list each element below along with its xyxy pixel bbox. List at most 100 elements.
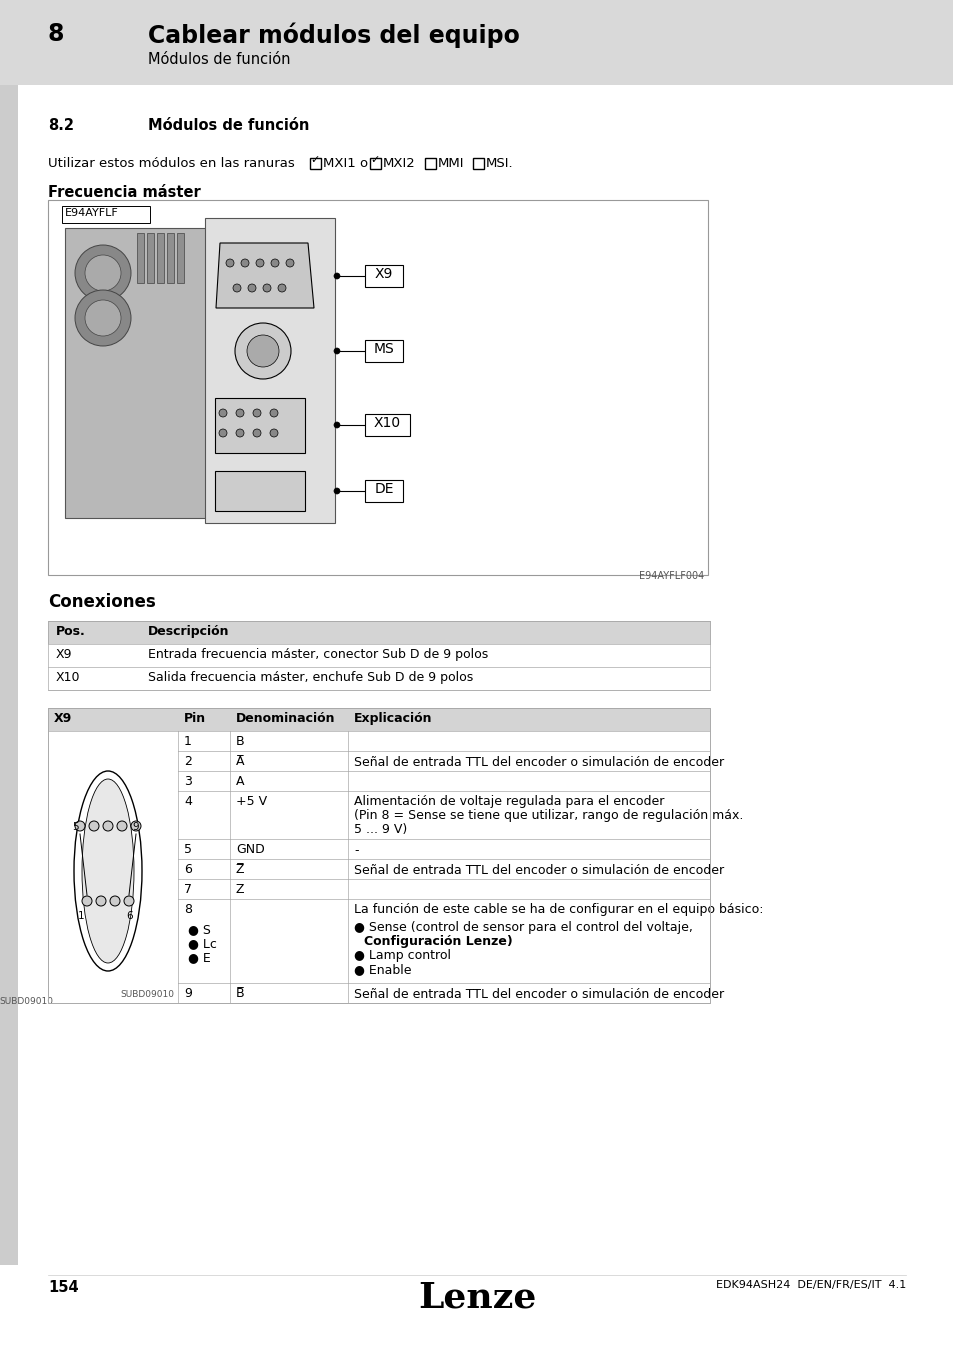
Text: 5: 5	[184, 842, 192, 856]
Text: +5 V: +5 V	[235, 795, 267, 809]
FancyBboxPatch shape	[370, 158, 380, 169]
Text: Salida frecuencia máster, enchufe Sub D de 9 polos: Salida frecuencia máster, enchufe Sub D …	[148, 671, 473, 684]
Text: (Pin 8 = Sense se tiene que utilizar, rango de regulación máx.: (Pin 8 = Sense se tiene que utilizar, ra…	[354, 809, 742, 822]
Text: DE: DE	[374, 482, 394, 495]
FancyBboxPatch shape	[48, 644, 709, 667]
FancyBboxPatch shape	[48, 200, 707, 575]
Circle shape	[334, 487, 339, 494]
Text: Señal de entrada TTL del encoder o simulación de encoder: Señal de entrada TTL del encoder o simul…	[354, 864, 723, 878]
Circle shape	[253, 429, 261, 437]
Text: Módulos de función: Módulos de función	[148, 53, 291, 68]
Circle shape	[235, 409, 244, 417]
Text: 3: 3	[184, 775, 192, 788]
FancyBboxPatch shape	[62, 207, 150, 223]
Text: Denominación: Denominación	[235, 711, 335, 725]
FancyBboxPatch shape	[214, 398, 305, 454]
Text: Módulos de función: Módulos de función	[148, 117, 309, 134]
Circle shape	[286, 259, 294, 267]
Text: Conexiones: Conexiones	[48, 593, 155, 612]
FancyBboxPatch shape	[365, 414, 410, 436]
Text: SUBD09010: SUBD09010	[120, 990, 173, 999]
Circle shape	[233, 284, 241, 292]
Circle shape	[85, 255, 121, 292]
Circle shape	[89, 821, 99, 832]
Text: B̅: B̅	[235, 987, 244, 1000]
Polygon shape	[215, 243, 314, 308]
Text: MS: MS	[374, 342, 394, 356]
Text: -: -	[354, 844, 358, 857]
Circle shape	[219, 429, 227, 437]
Text: 1: 1	[78, 911, 85, 921]
FancyBboxPatch shape	[48, 667, 709, 690]
FancyBboxPatch shape	[48, 859, 709, 879]
FancyBboxPatch shape	[214, 471, 305, 512]
FancyBboxPatch shape	[473, 158, 483, 169]
Text: 4: 4	[184, 795, 192, 809]
FancyBboxPatch shape	[48, 791, 709, 838]
FancyBboxPatch shape	[48, 879, 709, 899]
Text: MXI1 o: MXI1 o	[323, 157, 368, 170]
Text: Lenze: Lenze	[417, 1280, 536, 1314]
FancyBboxPatch shape	[310, 158, 320, 169]
Circle shape	[82, 896, 91, 906]
FancyBboxPatch shape	[48, 707, 709, 730]
Text: MSI.: MSI.	[485, 157, 513, 170]
Ellipse shape	[74, 771, 142, 971]
Text: X9: X9	[54, 711, 72, 725]
Circle shape	[248, 284, 255, 292]
FancyBboxPatch shape	[167, 234, 173, 284]
Text: Señal de entrada TTL del encoder o simulación de encoder: Señal de entrada TTL del encoder o simul…	[354, 756, 723, 770]
Text: Señal de entrada TTL del encoder o simulación de encoder: Señal de entrada TTL del encoder o simul…	[354, 988, 723, 1000]
FancyBboxPatch shape	[48, 730, 178, 1003]
Text: A̅: A̅	[235, 755, 244, 768]
Text: 154: 154	[48, 1280, 78, 1295]
FancyBboxPatch shape	[424, 158, 436, 169]
Text: ● Lamp control: ● Lamp control	[354, 949, 451, 963]
Text: 2: 2	[184, 755, 192, 768]
Text: 5 ... 9 V): 5 ... 9 V)	[354, 824, 407, 836]
FancyBboxPatch shape	[0, 85, 18, 1265]
Circle shape	[75, 821, 85, 832]
Text: Entrada frecuencia máster, conector Sub D de 9 polos: Entrada frecuencia máster, conector Sub …	[148, 648, 488, 662]
FancyBboxPatch shape	[65, 228, 210, 518]
Text: X10: X10	[56, 671, 80, 684]
FancyBboxPatch shape	[48, 621, 709, 644]
FancyBboxPatch shape	[48, 899, 709, 983]
Text: Descripción: Descripción	[148, 625, 230, 639]
Text: A: A	[235, 775, 244, 788]
Circle shape	[334, 273, 339, 279]
Text: 8: 8	[48, 22, 65, 46]
FancyBboxPatch shape	[177, 234, 184, 284]
FancyBboxPatch shape	[48, 730, 709, 751]
Text: X9: X9	[375, 267, 393, 281]
Circle shape	[270, 409, 277, 417]
Circle shape	[103, 821, 112, 832]
FancyBboxPatch shape	[205, 217, 335, 522]
Text: Explicación: Explicación	[354, 711, 432, 725]
Text: ● Sense (control de sensor para el control del voltaje,: ● Sense (control de sensor para el contr…	[354, 921, 692, 934]
FancyBboxPatch shape	[0, 0, 953, 85]
Text: ✓: ✓	[310, 155, 319, 165]
Text: Frecuencia máster: Frecuencia máster	[48, 185, 200, 200]
Text: ● S: ● S	[188, 923, 211, 936]
Circle shape	[241, 259, 249, 267]
Circle shape	[277, 284, 286, 292]
Circle shape	[234, 323, 291, 379]
Text: 9: 9	[132, 822, 138, 832]
Text: 6: 6	[184, 863, 192, 876]
FancyBboxPatch shape	[365, 340, 402, 362]
Text: 8: 8	[184, 903, 192, 917]
Circle shape	[96, 896, 106, 906]
Text: ✓: ✓	[370, 155, 379, 165]
Text: MMI: MMI	[437, 157, 464, 170]
FancyBboxPatch shape	[365, 265, 402, 288]
Circle shape	[235, 429, 244, 437]
Text: E94AYFLF004: E94AYFLF004	[639, 571, 703, 580]
Circle shape	[334, 348, 339, 354]
FancyBboxPatch shape	[147, 234, 153, 284]
Text: 8.2: 8.2	[48, 117, 74, 134]
Circle shape	[271, 259, 278, 267]
Text: Z: Z	[235, 883, 244, 896]
Circle shape	[334, 423, 339, 428]
Circle shape	[85, 300, 121, 336]
